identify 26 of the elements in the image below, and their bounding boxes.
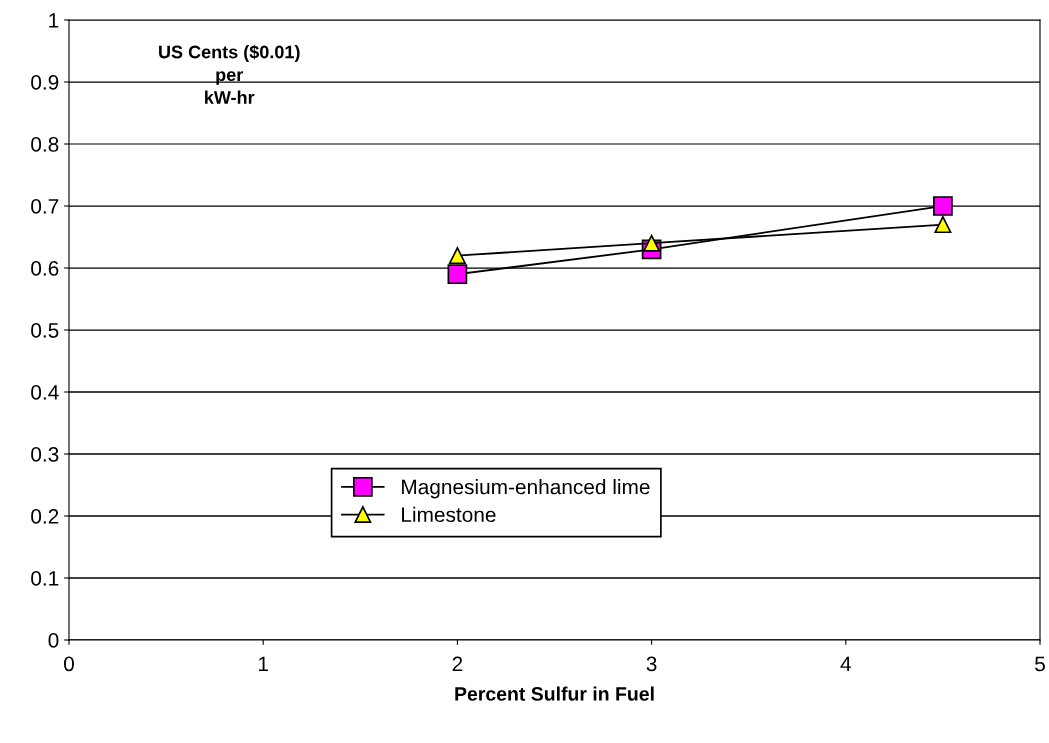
y-tick-label: 0.4 bbox=[31, 385, 59, 400]
point bbox=[933, 196, 953, 216]
annotation: US Cents ($0.01) per kW-hr bbox=[159, 44, 300, 104]
point bbox=[447, 264, 468, 285]
x-tick-label: 3 bbox=[646, 656, 657, 672]
x-tick-label: 2 bbox=[452, 656, 463, 672]
x-tick-label: 5 bbox=[1035, 656, 1045, 672]
y-tick-label: 0.7 bbox=[31, 199, 59, 214]
point bbox=[934, 216, 952, 234]
x-tick-label: 4 bbox=[840, 656, 851, 672]
legend-label: Limestone bbox=[402, 506, 496, 523]
legend-label: Magnesium-enhanced lime bbox=[402, 478, 650, 499]
y-tick-label: 0.6 bbox=[31, 261, 59, 276]
y-tick-label: 0.2 bbox=[31, 509, 59, 524]
y-tick-label: 0.9 bbox=[31, 75, 59, 90]
y-tick-label: 0.5 bbox=[31, 323, 59, 338]
y-tick-label: 1 bbox=[49, 13, 59, 28]
x-tick-label: 0 bbox=[64, 656, 74, 672]
point bbox=[448, 247, 466, 265]
point bbox=[643, 234, 661, 252]
y-tick-label: 0.8 bbox=[31, 137, 59, 152]
y-tick-label: 0.3 bbox=[31, 447, 59, 462]
y-tick-label: 0.1 bbox=[31, 571, 59, 586]
x-axis-title: Percent Sulfur in Fuel bbox=[455, 686, 654, 701]
y-tick-label: 0 bbox=[48, 633, 59, 648]
x-tick-label: 1 bbox=[259, 656, 268, 672]
